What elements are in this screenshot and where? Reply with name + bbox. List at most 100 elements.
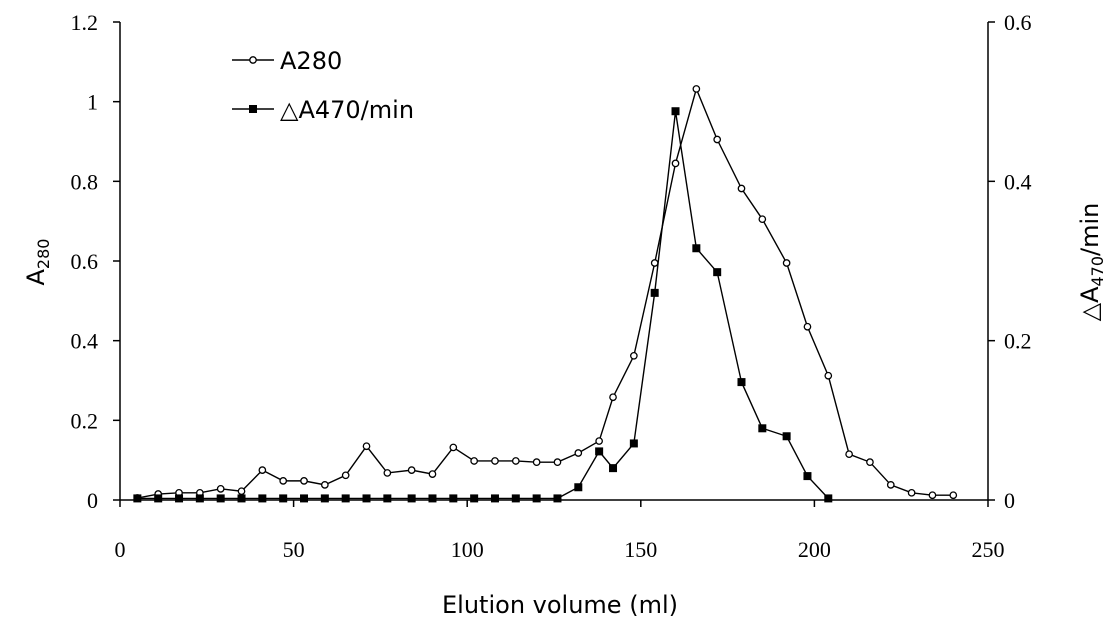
data-point: [216, 484, 225, 493]
series-line: [137, 111, 829, 500]
data-point: [449, 494, 458, 503]
y-axis-left-label: A280: [22, 239, 53, 286]
data-point: [216, 494, 225, 503]
data-point: [928, 491, 937, 500]
data-point: [449, 443, 458, 452]
data-point: [175, 494, 184, 503]
data-point: [279, 494, 288, 503]
data-point: [407, 494, 416, 503]
data-point: [609, 393, 617, 402]
data-point: [713, 268, 722, 277]
axes: [119, 22, 989, 501]
data-point: [886, 481, 895, 489]
data-point: [300, 494, 309, 503]
data-point: [154, 494, 163, 503]
data-point: [650, 288, 659, 297]
data-point: [692, 85, 701, 93]
y-left-tick-label: 1.2: [71, 10, 99, 35]
data-point: [383, 469, 392, 477]
legend-label: A280: [280, 47, 342, 75]
data-point: [692, 244, 701, 253]
data-point: [279, 477, 288, 485]
data-point: [490, 494, 499, 503]
data-point: [595, 447, 604, 456]
data-point: [713, 135, 722, 144]
y-right-tick-label: 0.2: [1004, 329, 1032, 354]
data-point: [362, 442, 371, 451]
series-layer: [133, 85, 958, 503]
data-point: [300, 477, 308, 485]
data-point: [237, 494, 246, 503]
data-point: [803, 472, 812, 481]
y-right-tick-label: 0.4: [1004, 169, 1032, 194]
y-axis-right-label-prefix: △A: [1076, 286, 1104, 321]
data-point: [949, 491, 958, 500]
data-point: [574, 483, 583, 492]
legend: A280 △A470/min: [232, 47, 414, 124]
data-point: [782, 432, 791, 441]
y-left-tick-label: 0.4: [71, 329, 99, 354]
series-a280: [133, 85, 958, 502]
data-point: [532, 494, 541, 503]
x-tick-label: 200: [798, 537, 831, 562]
data-point: [866, 458, 874, 467]
data-point: [758, 424, 767, 433]
y-axis-right-label-suffix: /min: [1076, 203, 1104, 256]
data-point: [341, 494, 350, 503]
x-tick-label: 50: [283, 537, 305, 562]
x-tick-label: 150: [624, 537, 657, 562]
data-point: [258, 466, 267, 474]
y-left-tick-label: 0.8: [71, 169, 99, 194]
y-left-tick-label: 0: [87, 488, 98, 513]
data-point: [428, 470, 437, 478]
data-point: [650, 259, 659, 267]
legend-marker: [249, 105, 257, 113]
y-axis-right-label-sub: 470: [1088, 256, 1107, 287]
data-point: [553, 494, 562, 503]
data-point: [907, 488, 916, 497]
series-line: [137, 86, 954, 499]
y-left-tick-label: 0.6: [71, 249, 99, 274]
y-right-tick-label: 0.6: [1004, 10, 1032, 35]
ticks: 0 50 100 150 200 250 0 0.2 0.4 0.6 0.8 1 1.2 0 0.2 0.4 0…: [71, 10, 1032, 562]
data-point: [595, 437, 603, 445]
data-point: [532, 458, 541, 467]
data-point: [470, 494, 479, 503]
data-point: [362, 494, 371, 503]
series-da470: [133, 107, 833, 503]
data-point: [341, 471, 350, 480]
data-point: [629, 439, 638, 448]
data-point: [133, 494, 142, 503]
data-point: [609, 464, 618, 473]
x-tick-label: 250: [972, 537, 1005, 562]
y-axis-left-label-sub: 280: [34, 239, 53, 270]
data-point: [758, 215, 767, 224]
data-point: [511, 457, 520, 465]
y-left-tick-label: 1: [87, 90, 98, 115]
data-point: [320, 494, 329, 503]
data-point: [407, 466, 416, 474]
data-point: [671, 159, 680, 168]
data-point: [258, 494, 267, 503]
data-point: [574, 449, 583, 457]
y-left-tick-label: 0.2: [71, 408, 99, 433]
y-axis-right-label: △A470/min: [1076, 203, 1107, 322]
data-point: [195, 494, 204, 503]
data-point: [824, 371, 833, 380]
data-point: [511, 494, 520, 503]
data-point: [845, 450, 853, 459]
data-point: [737, 378, 746, 387]
data-point: [470, 457, 478, 465]
legend-label: △A470/min: [280, 96, 414, 124]
data-point: [824, 494, 833, 503]
x-tick-label: 100: [451, 537, 484, 562]
data-point: [630, 351, 638, 360]
data-point: [320, 481, 329, 489]
data-point: [491, 457, 499, 465]
legend-item-da470: △A470/min: [232, 96, 414, 124]
x-axis-label: Elution volume (ml): [442, 591, 678, 618]
x-tick-label: 0: [115, 537, 126, 562]
data-point: [803, 322, 812, 331]
data-point: [553, 458, 562, 467]
